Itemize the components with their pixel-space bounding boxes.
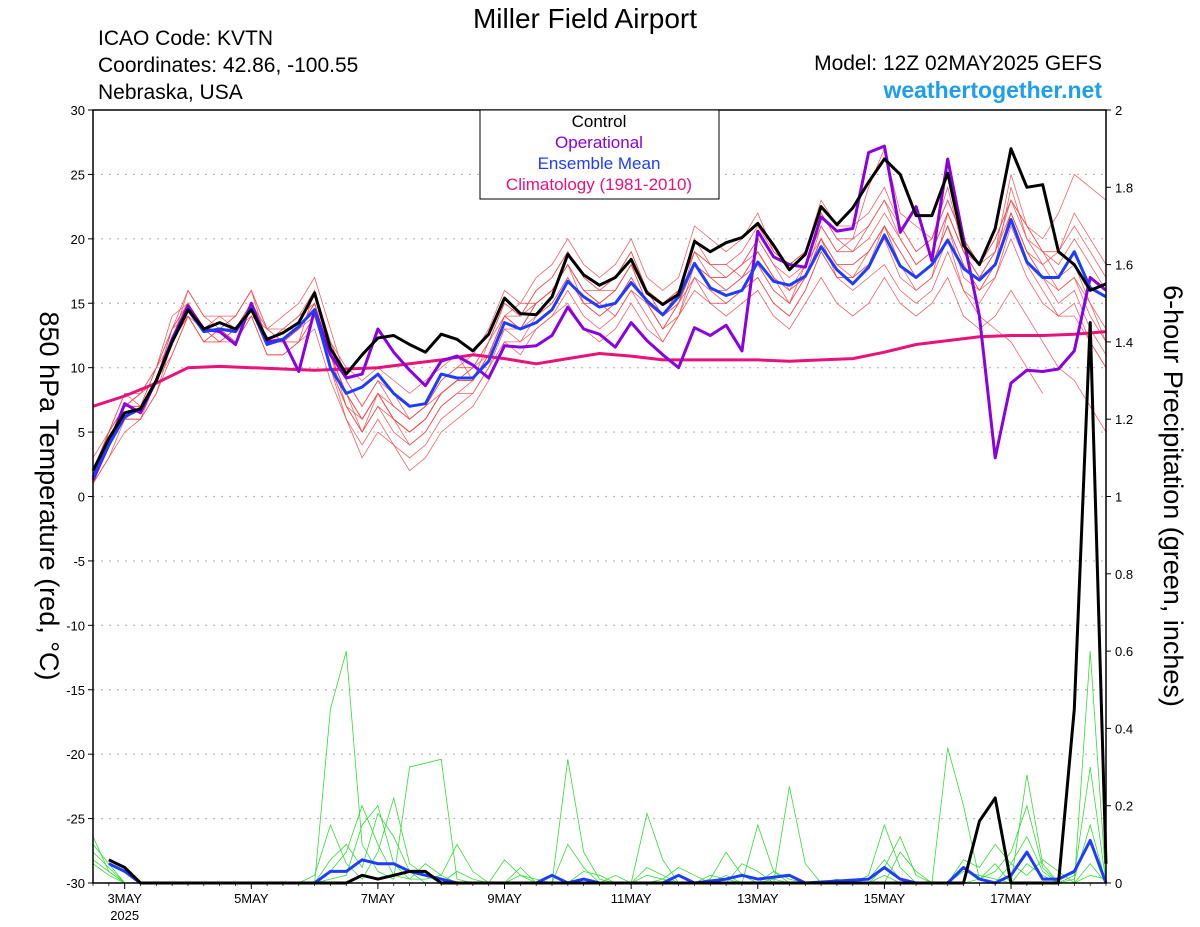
- legend-frame: [479, 109, 720, 200]
- y2-tick-label: 1.6: [1115, 258, 1133, 273]
- y-axis-right: 2 1.8 1.6 1.4 1.2 1 0.8 0.6 0.4 0.2 0: [1106, 103, 1133, 891]
- icao-code: ICAO Code: KVTN: [98, 27, 274, 50]
- y2-tick-label: 1: [1115, 490, 1122, 505]
- x-tick-label: 15MAY: [864, 891, 906, 906]
- y-tick-label: -20: [66, 747, 85, 762]
- location: Nebraska, USA: [98, 81, 243, 104]
- legend-control: Control: [572, 112, 627, 131]
- y-tick-label: -25: [66, 812, 85, 827]
- y2-tick-label: 1.2: [1115, 412, 1133, 427]
- ensemble-mean-temp-line: [91, 218, 1107, 478]
- y-tick-label: 20: [71, 232, 85, 247]
- control-precip-line: [108, 321, 1108, 885]
- y-tick-label: 0: [78, 490, 85, 505]
- legend-climatology: Climatology (1981-2010): [506, 175, 692, 194]
- legend-box: Control Operational Ensemble Mean Climat…: [479, 109, 720, 200]
- y2-tick-label: 1.4: [1115, 335, 1133, 350]
- precip-member-line: [92, 766, 1107, 884]
- legend-operational: Operational: [555, 133, 643, 152]
- y-tick-label: 5: [78, 425, 85, 440]
- y2-tick-label: 0.4: [1115, 721, 1133, 736]
- coordinates: Coordinates: 42.86, -100.55: [98, 54, 359, 77]
- y-axis-label: 850 hPa Temperature (red, °C): [34, 312, 64, 681]
- y2-tick-label: 0.8: [1115, 567, 1133, 582]
- page-title: Miller Field Airport: [472, 3, 698, 34]
- precip-member-line: [92, 651, 1107, 884]
- main-series: [91, 144, 1108, 885]
- model-run: Model: 12Z 02MAY2025 GEFS: [814, 52, 1102, 75]
- precip-member-line: [92, 747, 1107, 884]
- y-axis-left: 30 25 20 15 10 5 0 -5 -10 -15 -20 -25 -30: [66, 103, 93, 891]
- y2-tick-label: 0: [1115, 876, 1122, 891]
- y2-tick-label: 0.2: [1115, 799, 1133, 814]
- plot-frame: [92, 109, 1107, 884]
- x-axis: 3MAY 2025 5MAY 7MAY 9MAY 11MAY 13MAY 15MAY 17MAY: [92, 883, 1107, 923]
- climatology-1981-2010-temp-line: [92, 330, 1107, 408]
- ensemble-precip-members: [92, 650, 1107, 884]
- y-tick-label: -5: [73, 554, 85, 569]
- y-tick-label: -30: [66, 876, 85, 891]
- x-tick-label: 3MAY: [107, 891, 142, 906]
- x-tick-label: 7MAY: [361, 891, 396, 906]
- grid-lines: [93, 173, 1106, 820]
- x-tick-label: 5MAY: [234, 891, 269, 906]
- control-temp-line: [91, 147, 1107, 472]
- x-tick-label: 17MAY: [990, 891, 1032, 906]
- y2-tick-label: 2: [1115, 103, 1122, 118]
- y-tick-label: -15: [66, 683, 85, 698]
- y-tick-label: 30: [71, 103, 85, 118]
- y-tick-label: -10: [66, 618, 85, 633]
- y2-axis-label: 6-hour Precipitation (green, inches): [1158, 285, 1188, 707]
- temp-member-line: [92, 237, 1044, 484]
- legend-mean: Ensemble Mean: [538, 154, 661, 173]
- y-tick-label: 10: [71, 361, 85, 376]
- x-tick-label: 11MAY: [611, 891, 652, 906]
- x-tick-sublabel: 2025: [110, 908, 139, 923]
- x-tick-label: 13MAY: [737, 891, 779, 906]
- precip-member-line: [92, 650, 1107, 884]
- y2-tick-label: 1.8: [1115, 180, 1133, 195]
- precip-member-line: [92, 796, 1107, 884]
- website-link[interactable]: weathertogether.net: [883, 77, 1102, 103]
- x-tick-label: 9MAY: [487, 891, 522, 906]
- y2-tick-label: 0.6: [1115, 644, 1133, 659]
- y-tick-label: 25: [71, 167, 85, 182]
- y-tick-label: 15: [71, 296, 85, 311]
